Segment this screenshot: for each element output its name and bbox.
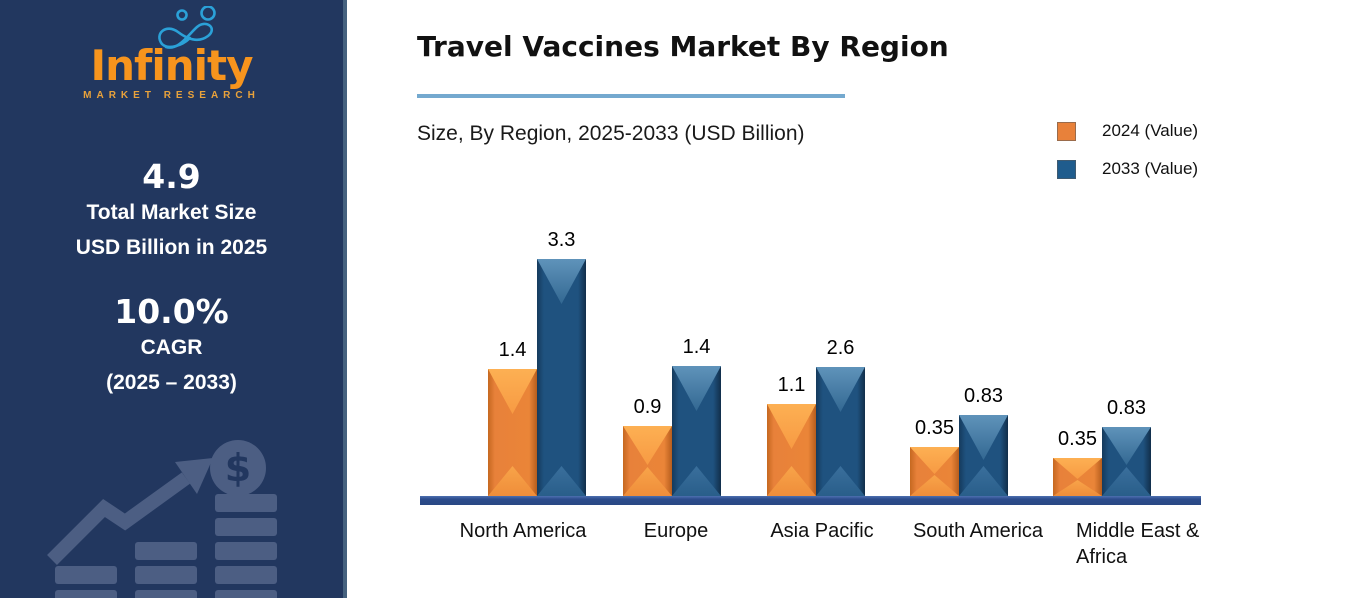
- brand-name: Infinity: [90, 41, 254, 90]
- value-label-bar-2033-2: 2.6: [826, 337, 855, 359]
- bar-2024-0: [488, 369, 537, 496]
- value-label-bar-2024-4: 0.35: [1058, 428, 1097, 450]
- value-label-bar-2033-1: 1.4: [682, 336, 711, 358]
- chart-legend: 2024 (Value) 2033 (Value): [1057, 120, 1198, 196]
- sidebar: Infinity MARKET RESEARCH 4.9 Total Marke…: [0, 0, 347, 598]
- cagr-label-line2: (2025 – 2033): [106, 370, 237, 394]
- value-label-bar-2033-0: 3.3: [547, 229, 576, 251]
- bar-2024-1: [623, 426, 672, 496]
- legend-swatch-2024-icon: [1057, 121, 1076, 141]
- market-size-label-line2: USD Billion in 2025: [75, 235, 268, 259]
- legend-item-2033: 2033 (Value): [1057, 158, 1198, 180]
- brand-logo: Infinity MARKET RESEARCH: [0, 6, 343, 101]
- bar-2033-3: [959, 415, 1008, 496]
- cagr-value: 10.0%: [114, 292, 229, 332]
- chart-title: Travel Vaccines Market By Region: [417, 30, 949, 63]
- category-label-0: North America: [459, 520, 587, 542]
- value-label-bar-2024-2: 1.1: [777, 374, 806, 396]
- chart-subtitle: Size, By Region, 2025-2033 (USD Billion): [417, 122, 805, 145]
- value-label-bar-2024-1: 0.9: [633, 396, 662, 418]
- legend-item-2024: 2024 (Value): [1057, 120, 1198, 142]
- bar-2033-1: [672, 366, 721, 496]
- category-label-1: Europe: [643, 520, 709, 542]
- value-label-bar-2033-4: 0.83: [1107, 397, 1146, 419]
- cagr-label-line1: CAGR: [140, 336, 203, 360]
- bar-2033-0: [537, 259, 586, 496]
- market-size-value: 4.9: [142, 157, 201, 196]
- legend-label-2033: 2033 (Value): [1102, 159, 1199, 178]
- bar-2024-2: [767, 404, 816, 496]
- infinity-doodle-icon: [157, 6, 216, 49]
- growth-chart-icon: $: [47, 440, 277, 598]
- bar-2024-4: [1053, 458, 1102, 496]
- bar-2024-3: [910, 447, 959, 496]
- bar-2033-4: [1102, 427, 1151, 496]
- legend-swatch-2033-icon: [1057, 159, 1076, 179]
- x-axis-baseline: [420, 496, 1201, 505]
- value-label-bar-2024-3: 0.35: [915, 417, 954, 439]
- dollar-circle-icon: [210, 440, 266, 496]
- sidebar-stats: 4.9 Total Market Size USD Billion in 202…: [0, 158, 343, 400]
- brand-tagline: MARKET RESEARCH: [83, 90, 260, 102]
- value-label-bar-2033-3: 0.83: [964, 385, 1003, 407]
- legend-label-2024: 2024 (Value): [1102, 121, 1199, 140]
- category-label-4: Middle East & Africa: [1076, 520, 1200, 568]
- category-label-3: South America: [912, 520, 1044, 542]
- value-label-bar-2024-0: 1.4: [498, 339, 527, 361]
- category-label-2: Asia Pacific: [770, 520, 874, 542]
- market-size-label-line1: Total Market Size: [86, 200, 257, 224]
- title-divider: [417, 94, 845, 98]
- dollar-sign-glyph: $: [225, 446, 251, 490]
- bar-2033-2: [816, 367, 865, 496]
